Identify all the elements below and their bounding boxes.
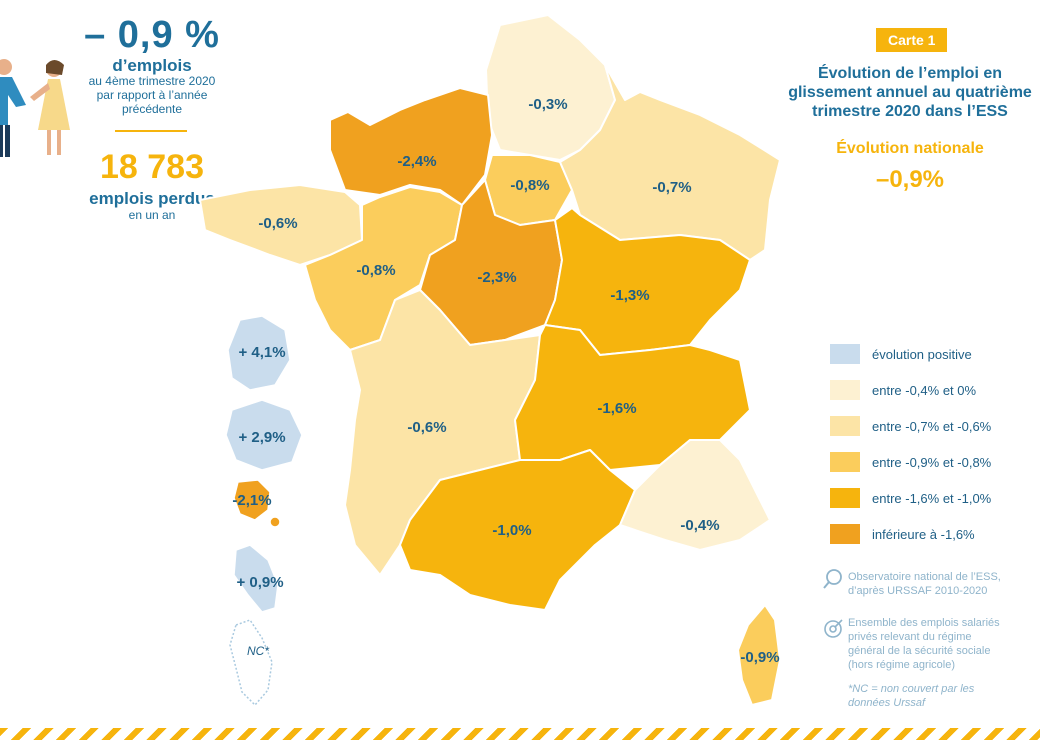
label-guadeloupe: + 4,1% bbox=[238, 344, 285, 361]
kpi-percent-desc: au 4ème trimestre 2020 par rapport à l’a… bbox=[88, 74, 216, 116]
label-paca: -0,4% bbox=[680, 517, 719, 534]
legend-swatch bbox=[830, 488, 860, 508]
overseas-reunion bbox=[225, 399, 303, 471]
label-corse: -0,9% bbox=[740, 649, 779, 666]
scope-text: Ensemble des emplois salariés privés rel… bbox=[848, 617, 1000, 671]
label-auvergne-rhone-alpes: -1,6% bbox=[597, 400, 636, 417]
label-martinique: + 0,9% bbox=[236, 574, 283, 591]
label-normandie: -2,4% bbox=[397, 153, 436, 170]
region-normandie bbox=[329, 87, 493, 206]
map-badge: Carte 1 bbox=[876, 28, 948, 52]
legend-swatch bbox=[830, 344, 860, 364]
legend-item: entre -0,9% et -0,8% bbox=[830, 444, 991, 480]
legend-item: entre -0,4% et 0% bbox=[830, 372, 991, 408]
label-bretagne: -0,6% bbox=[258, 215, 297, 232]
region-paca bbox=[619, 439, 771, 551]
label-ile-de-france: -0,8% bbox=[510, 177, 549, 194]
people-illustration bbox=[0, 59, 70, 157]
overseas-guyane-islet bbox=[269, 516, 281, 528]
map-title: Évolution de l’emploi en glissement annu… bbox=[788, 65, 1032, 120]
legend-swatch bbox=[830, 416, 860, 436]
label-grand-est: -0,7% bbox=[652, 179, 691, 196]
kpi-percent-label: d’emplois bbox=[112, 56, 192, 75]
label-mayotte: NC* bbox=[247, 644, 269, 658]
label-pays-de-la-loire: -0,8% bbox=[356, 262, 395, 279]
kpi-divider bbox=[115, 130, 187, 132]
overseas-martinique bbox=[233, 544, 279, 613]
kpi-lost-label: emplois perdus bbox=[89, 189, 215, 208]
label-bourgogne-franche-comte: -1,3% bbox=[610, 287, 649, 304]
footer-stripes bbox=[0, 728, 1040, 740]
overseas-guyane bbox=[233, 479, 271, 521]
overseas-guadeloupe bbox=[227, 315, 291, 391]
overseas-mayotte bbox=[229, 619, 273, 707]
kpi-percent: – 0,9 % bbox=[84, 14, 220, 56]
label-centre-val-de-loire: -2,3% bbox=[477, 269, 516, 286]
region-bourgogne-franche-comte bbox=[544, 207, 751, 356]
legend-swatch bbox=[830, 452, 860, 472]
national-value: –0,9% bbox=[875, 166, 945, 193]
national-title: Évolution nationale bbox=[836, 140, 984, 157]
label-occitanie: -1,0% bbox=[492, 522, 531, 539]
legend: évolution positive entre -0,4% et 0% ent… bbox=[830, 336, 991, 552]
legend-item: entre -0,7% et -0,6% bbox=[830, 408, 991, 444]
label-nouvelle-aquitaine: -0,6% bbox=[407, 419, 446, 436]
nc-note: *NC = non couvert par les données Urssaf bbox=[848, 683, 975, 709]
legend-item: entre -1,6% et -1,0% bbox=[830, 480, 991, 516]
legend-item: inférieure à -1,6% bbox=[830, 516, 991, 552]
label-guyane: -2,1% bbox=[232, 492, 271, 509]
region-corse bbox=[737, 604, 781, 706]
legend-item: évolution positive bbox=[830, 336, 991, 372]
label-hauts-de-france: -0,3% bbox=[528, 96, 567, 113]
label-reunion: + 2,9% bbox=[238, 429, 285, 446]
legend-swatch bbox=[830, 380, 860, 400]
kpi-lost-desc: en un an bbox=[128, 208, 176, 222]
kpi-lost: 18 783 bbox=[100, 148, 204, 186]
legend-swatch bbox=[830, 524, 860, 544]
scope-icon bbox=[824, 619, 843, 638]
magnifier-icon bbox=[823, 569, 842, 589]
source-text: Observatoire national de l’ESS, d’après … bbox=[848, 571, 1001, 597]
